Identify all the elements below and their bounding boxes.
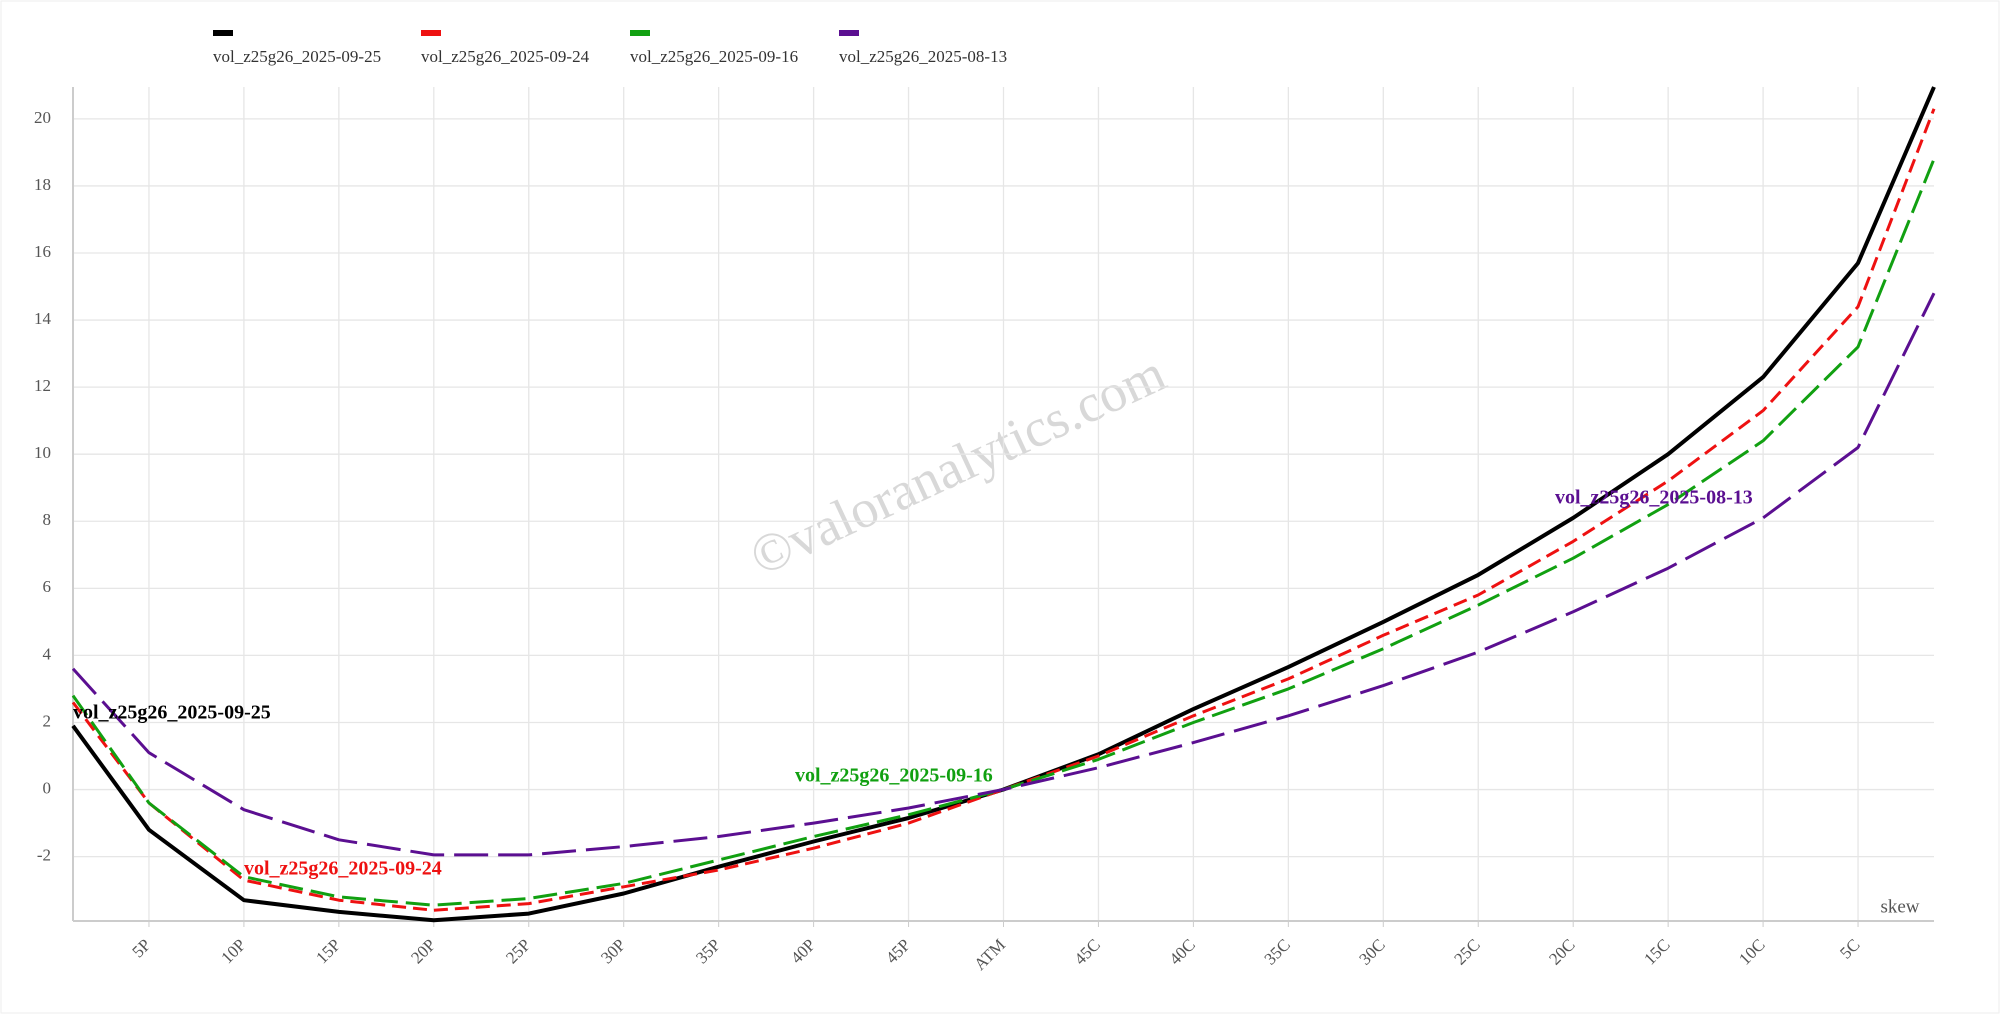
x-axis-label: skew <box>1880 896 1919 917</box>
y-tick-label: 10 <box>34 443 51 462</box>
y-tick-label: 14 <box>34 309 52 328</box>
y-tick-label: 12 <box>34 376 51 395</box>
annotation: vol_z25g26_2025-09-25 <box>73 702 271 724</box>
legend-label: vol_z25g26_2025-08-13 <box>839 47 1007 66</box>
y-tick-label: 16 <box>34 242 51 261</box>
series-line <box>71 108 1936 912</box>
y-tick-label: 2 <box>43 711 52 730</box>
annotation: vol_z25g26_2025-08-13 <box>1555 487 1753 509</box>
y-tick-label: 6 <box>43 577 52 596</box>
annotation: vol_z25g26_2025-09-16 <box>795 765 993 787</box>
legend-label: vol_z25g26_2025-09-24 <box>421 47 590 66</box>
legend-label: vol_z25g26_2025-09-16 <box>630 47 798 66</box>
series-line <box>71 292 1936 857</box>
y-tick-label: 0 <box>43 778 52 797</box>
y-tick-label: -2 <box>37 846 51 865</box>
annotation: vol_z25g26_2025-09-24 <box>244 858 442 880</box>
y-tick-label: 4 <box>43 644 52 663</box>
y-tick-label: 20 <box>34 108 51 127</box>
y-tick-label: 8 <box>43 510 52 529</box>
legend-label: vol_z25g26_2025-09-25 <box>213 47 381 66</box>
y-tick-label: 18 <box>34 175 51 194</box>
